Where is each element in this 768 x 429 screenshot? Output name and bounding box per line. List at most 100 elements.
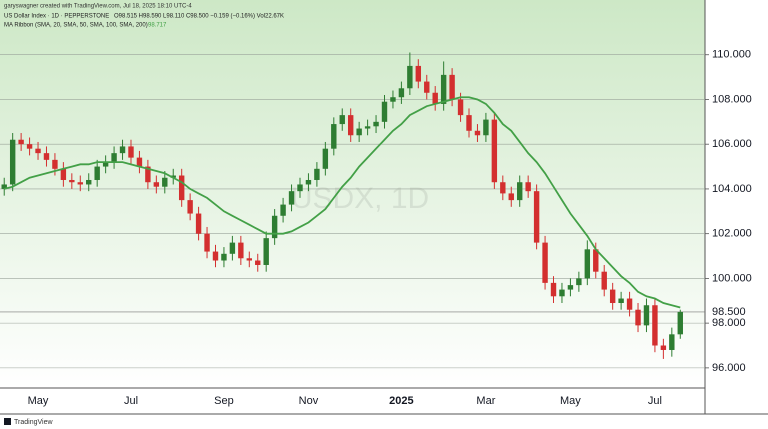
candle-body xyxy=(145,166,151,183)
candle-body xyxy=(432,92,438,104)
candle-body xyxy=(288,191,295,205)
candle-body xyxy=(474,130,481,136)
candle-body xyxy=(26,144,33,149)
candle-body xyxy=(246,258,252,261)
candle-body xyxy=(424,81,430,93)
candle-body xyxy=(305,179,312,185)
candle-body xyxy=(559,289,565,297)
candle-body xyxy=(440,74,447,104)
candle-body xyxy=(280,204,286,216)
price-scale xyxy=(705,0,768,429)
indicator-name: MA Ribbon (SMA, 20, SMA, 50, SMA, 100, S… xyxy=(4,23,148,29)
plot-layer xyxy=(0,52,705,369)
candle-body xyxy=(221,253,227,261)
candle-body xyxy=(373,121,379,127)
candle-body xyxy=(77,182,83,185)
indicator-value: 98.717 xyxy=(148,23,167,29)
y-tick-label: 96.000 xyxy=(712,362,746,374)
candle-body xyxy=(102,162,109,167)
x-tick-label: Nov xyxy=(299,395,319,407)
candle-body xyxy=(593,249,599,272)
candle-body xyxy=(398,88,405,98)
candle-body xyxy=(457,99,464,116)
candle-body xyxy=(136,157,143,167)
candle-body xyxy=(43,153,50,160)
y-tick-label: 98.000 xyxy=(712,317,746,329)
candle-body xyxy=(255,260,261,265)
candle-body xyxy=(347,115,354,136)
candle-body xyxy=(381,101,388,122)
candle-body xyxy=(356,128,362,136)
ohlc-text: O98.515 H98.590 L98.110 C98.500 −0.159 (… xyxy=(114,14,284,20)
candle-body xyxy=(652,305,658,346)
x-tick-label: Sep xyxy=(214,395,234,407)
footer-icon xyxy=(4,418,11,425)
candle-body xyxy=(500,182,506,194)
watermark: USDX, 1D xyxy=(291,182,429,215)
candle-body xyxy=(187,200,193,214)
candle-body xyxy=(52,159,58,169)
candle-body xyxy=(364,126,371,129)
ma-line xyxy=(4,96,681,309)
x-tick-label: Jul xyxy=(124,395,138,407)
y-tick-label: 106.000 xyxy=(712,138,752,150)
x-tick-label: May xyxy=(28,395,49,407)
candle-body xyxy=(567,285,574,290)
candle-body xyxy=(601,271,607,290)
last-price-label: 98.500 xyxy=(712,306,746,318)
candle-body xyxy=(162,177,168,187)
candle-body xyxy=(533,191,540,243)
candle-body xyxy=(111,153,117,163)
candle-body xyxy=(390,97,396,102)
candle-body xyxy=(339,115,345,125)
candle-body xyxy=(314,168,320,180)
candle-body xyxy=(542,242,548,283)
candle-body xyxy=(69,179,75,183)
candle-body xyxy=(153,182,160,187)
candle-body xyxy=(86,179,92,185)
y-tick-label: 108.000 xyxy=(712,93,752,105)
candle-body xyxy=(331,124,337,149)
candle-body xyxy=(9,139,16,185)
candle-body xyxy=(508,193,514,201)
x-tick-label: 2025 xyxy=(389,395,413,407)
candle-body xyxy=(1,184,7,189)
candle-body xyxy=(415,65,422,82)
candle-body xyxy=(491,119,498,183)
candle-body xyxy=(584,249,591,279)
candle-body xyxy=(626,298,633,310)
candle-body xyxy=(576,278,582,286)
candle-body xyxy=(212,251,219,261)
candle-body xyxy=(407,65,413,89)
candle-body xyxy=(229,242,236,254)
candle-body xyxy=(466,115,472,131)
candle-body xyxy=(204,233,210,252)
candle-body xyxy=(18,139,24,145)
y-tick-label: 102.000 xyxy=(712,228,752,240)
candle-body xyxy=(271,215,278,239)
candle-body xyxy=(178,175,185,201)
candle-body xyxy=(322,148,329,169)
candle-body xyxy=(449,74,455,100)
candle-body xyxy=(609,289,616,304)
candle-body xyxy=(550,282,557,297)
credit: garyswagner created with TradingView.com… xyxy=(4,4,192,10)
candle-body xyxy=(195,213,202,234)
candle-body xyxy=(525,182,531,192)
candle-body xyxy=(618,298,624,304)
candle-body xyxy=(643,305,650,326)
footer-logo: TradingView xyxy=(14,419,53,426)
candle-body xyxy=(35,148,41,154)
x-tick-label: Mar xyxy=(476,395,495,407)
candle-body xyxy=(60,168,67,180)
y-tick-label: 100.000 xyxy=(712,272,752,284)
y-tick-label: 104.000 xyxy=(712,183,752,195)
candle-body xyxy=(263,238,269,265)
candle-body xyxy=(517,182,523,201)
candle-body xyxy=(669,334,675,350)
candle-body xyxy=(128,146,134,158)
time-scale xyxy=(0,388,705,429)
x-tick-label: Jul xyxy=(648,395,662,407)
